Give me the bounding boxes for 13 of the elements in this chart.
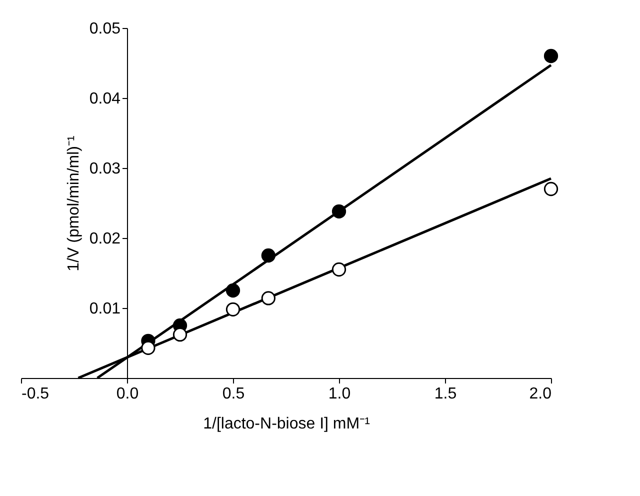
y-tick-label: 0.02 (89, 230, 121, 248)
y-tick-label: 0.03 (89, 160, 121, 178)
x-tick-label: 1.0 (328, 386, 351, 402)
x-tick-label: -0.5 (22, 386, 50, 402)
y-axis-title: 1/V (pmol/min/ml)⁻¹ (65, 136, 82, 272)
y-tick-label: 0.04 (89, 90, 121, 108)
x-tick-label: 1.5 (434, 386, 457, 402)
y-tick-label: 0.01 (89, 300, 121, 318)
x-axis-title: 1/[lacto-N-biose I] mM⁻¹ (203, 416, 370, 432)
y-tick-label: 0.05 (89, 20, 121, 38)
x-tick-label: 2.0 (529, 386, 552, 402)
x-tick-label: 0.0 (116, 386, 139, 402)
x-tick-label: 0.5 (222, 386, 245, 402)
